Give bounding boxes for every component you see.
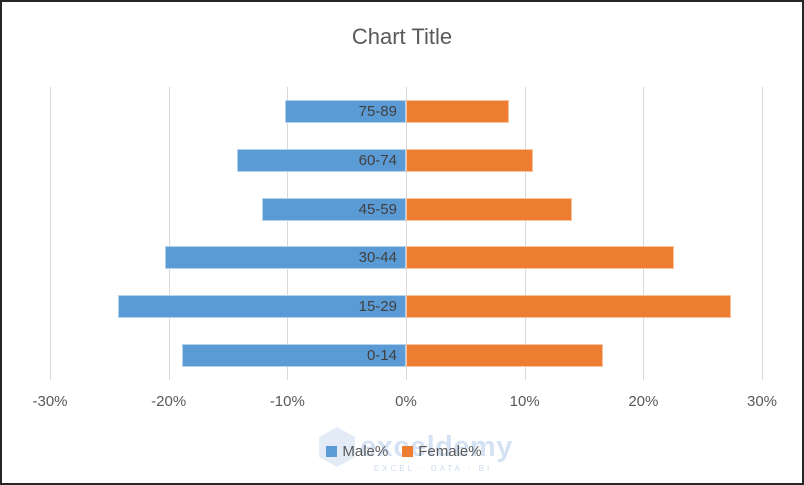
legend: Male% Female% [4,443,802,460]
x-tick-label: 10% [509,393,540,410]
category-label: 30-44 [358,249,397,267]
chart-title: Chart Title [351,24,453,49]
male-bar [165,246,406,270]
category-label: 15-29 [358,298,397,316]
category-label: 0-14 [366,347,397,365]
male-bar [117,295,406,319]
x-tick-label: -10% [269,393,305,410]
male-bar [237,148,406,172]
female-bar [406,99,510,123]
x-tick-label: -30% [32,393,68,410]
x-tick-label: -20% [151,393,187,410]
male-bar [262,197,406,221]
x-tick-label: 20% [628,393,659,410]
gridline [406,87,407,380]
gridline [168,87,170,380]
legend-item-male: Male% [326,443,388,460]
female-legend-swatch [402,446,414,457]
male-bar [181,344,406,368]
gridline [50,87,51,380]
female-bar [406,344,603,368]
male-legend-swatch [326,446,338,457]
female-legend-label: Female% [418,443,482,460]
category-label: 45-59 [358,200,397,218]
category-label: 75-89 [358,102,397,120]
category-label: 60-74 [358,151,397,169]
male-legend-label: Male% [342,443,389,460]
gridline [287,87,289,380]
gridline [643,87,645,380]
x-tick-label: 30% [746,393,778,410]
legend-item-female: Female% [402,443,482,460]
female-bar [406,197,573,221]
x-tick-label: 0% [395,393,417,410]
female-bar [406,246,675,270]
female-bar [406,295,732,319]
male-bar [284,99,406,123]
gridline [762,87,763,380]
gridline [524,87,526,380]
female-bar [406,148,533,172]
